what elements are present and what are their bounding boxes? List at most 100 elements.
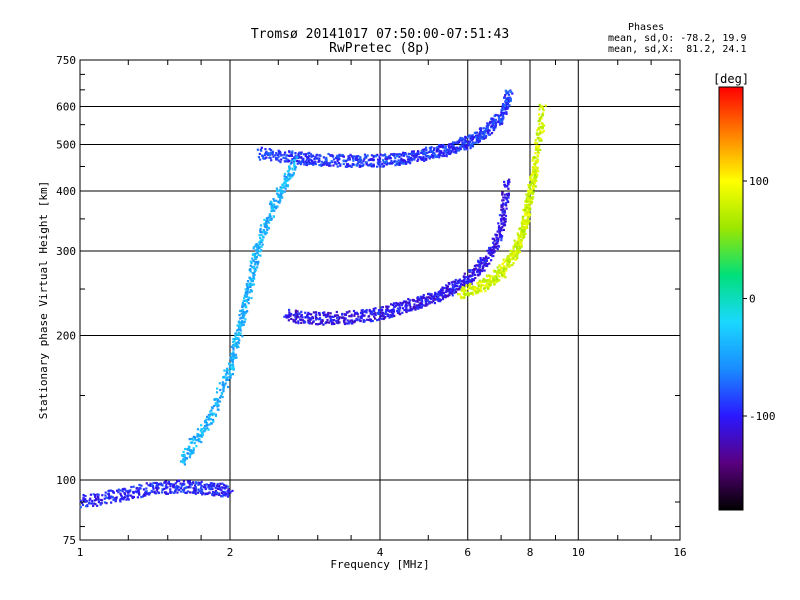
data-point bbox=[468, 279, 471, 282]
data-point bbox=[492, 128, 495, 132]
data-point bbox=[497, 237, 500, 240]
phases-heading: Phases bbox=[628, 22, 665, 33]
data-point bbox=[516, 246, 519, 249]
data-point bbox=[294, 313, 297, 316]
data-point bbox=[490, 131, 494, 135]
data-point bbox=[210, 409, 213, 412]
data-point bbox=[424, 300, 428, 303]
data-point bbox=[187, 447, 191, 451]
data-point bbox=[186, 490, 190, 493]
data-point bbox=[531, 197, 534, 200]
data-point bbox=[527, 209, 531, 213]
data-point bbox=[270, 207, 273, 210]
data-point bbox=[85, 500, 88, 503]
data-point bbox=[474, 276, 477, 280]
data-point bbox=[439, 299, 442, 302]
data-point bbox=[327, 152, 330, 156]
data-point bbox=[505, 207, 508, 210]
data-point bbox=[353, 314, 356, 317]
data-point bbox=[516, 242, 519, 245]
data-point bbox=[218, 486, 222, 490]
data-point bbox=[422, 294, 425, 297]
data-point bbox=[431, 297, 434, 300]
data-point bbox=[233, 339, 236, 342]
data-point bbox=[401, 311, 404, 314]
data-point bbox=[244, 291, 248, 294]
data-point bbox=[447, 294, 450, 297]
data-point bbox=[503, 193, 506, 196]
data-point bbox=[417, 305, 420, 308]
data-point bbox=[159, 482, 162, 485]
data-point bbox=[424, 146, 428, 149]
data-point bbox=[518, 234, 521, 237]
data-point bbox=[332, 315, 335, 318]
data-point bbox=[200, 491, 203, 494]
data-point bbox=[479, 127, 482, 130]
data-point bbox=[532, 182, 535, 185]
data-point bbox=[269, 156, 272, 160]
data-point bbox=[246, 287, 249, 290]
data-point bbox=[525, 198, 528, 201]
data-point bbox=[491, 123, 494, 126]
data-point bbox=[295, 159, 299, 163]
data-point bbox=[509, 264, 512, 267]
data-point bbox=[533, 184, 536, 188]
data-point bbox=[307, 316, 310, 319]
data-point bbox=[242, 311, 246, 314]
data-point bbox=[437, 148, 440, 151]
data-point bbox=[296, 156, 299, 159]
data-point bbox=[229, 374, 233, 377]
data-point bbox=[330, 320, 333, 323]
data-point bbox=[145, 482, 148, 485]
data-point bbox=[235, 329, 239, 332]
data-point bbox=[538, 132, 542, 135]
data-point bbox=[494, 269, 497, 273]
data-point bbox=[266, 216, 269, 220]
data-point bbox=[214, 491, 217, 494]
data-point bbox=[418, 304, 421, 307]
data-point bbox=[466, 136, 469, 139]
phase-stats-x: mean, sd,X: 81.2, 24.1 bbox=[608, 44, 747, 55]
data-point bbox=[254, 256, 257, 259]
data-point bbox=[535, 132, 538, 135]
data-point bbox=[221, 383, 225, 386]
data-point bbox=[273, 209, 276, 212]
data-point bbox=[440, 291, 443, 295]
data-point bbox=[471, 279, 474, 282]
data-point bbox=[536, 158, 539, 161]
data-point bbox=[335, 319, 338, 322]
data-point bbox=[84, 494, 87, 498]
data-point bbox=[214, 403, 218, 407]
data-point bbox=[383, 160, 386, 163]
data-point bbox=[349, 153, 352, 156]
data-point bbox=[215, 391, 219, 394]
data-point bbox=[493, 114, 496, 118]
data-point bbox=[251, 278, 254, 281]
data-point bbox=[428, 301, 431, 304]
data-point bbox=[390, 311, 394, 314]
data-point bbox=[332, 158, 336, 161]
data-point bbox=[316, 157, 320, 160]
data-point bbox=[507, 194, 510, 197]
data-point bbox=[366, 154, 369, 157]
data-point bbox=[456, 149, 459, 152]
data-point bbox=[359, 156, 362, 159]
data-point bbox=[499, 227, 502, 230]
data-point bbox=[194, 485, 197, 489]
data-point bbox=[341, 313, 344, 316]
data-point bbox=[169, 491, 172, 494]
data-point bbox=[188, 480, 191, 484]
data-point bbox=[183, 463, 187, 466]
data-point bbox=[348, 156, 351, 159]
data-point bbox=[516, 240, 519, 243]
data-point bbox=[430, 146, 433, 149]
data-point bbox=[474, 267, 477, 270]
data-point bbox=[227, 362, 231, 365]
data-point bbox=[181, 482, 185, 485]
data-point bbox=[293, 157, 296, 160]
data-point bbox=[463, 279, 466, 282]
data-point bbox=[233, 338, 236, 341]
data-point bbox=[495, 239, 498, 242]
data-point bbox=[359, 160, 362, 163]
data-point bbox=[515, 251, 519, 255]
